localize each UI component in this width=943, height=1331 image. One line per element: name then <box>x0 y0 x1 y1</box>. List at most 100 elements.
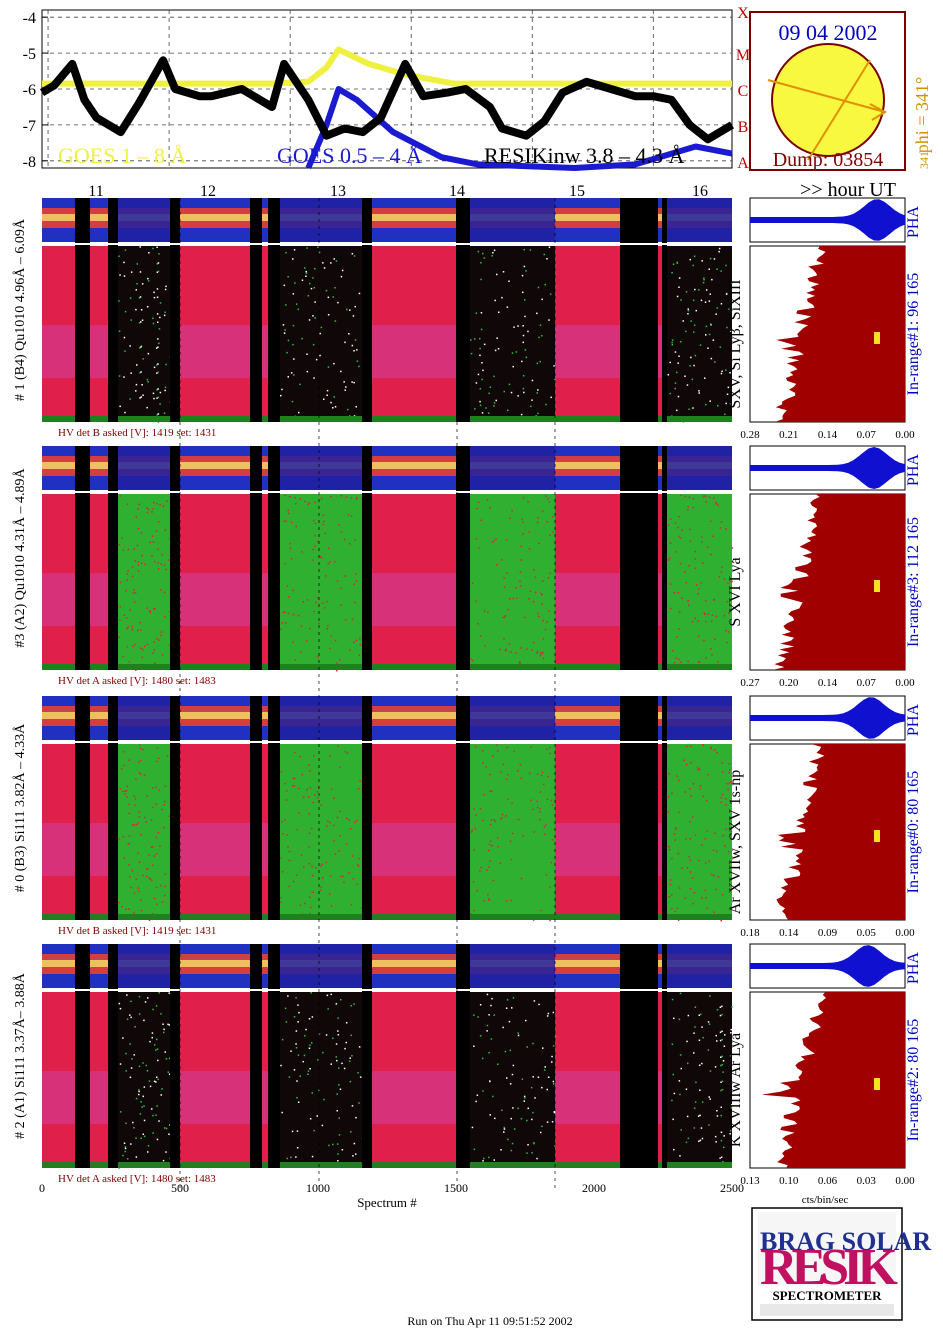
spectrogram-pixel <box>698 392 700 394</box>
spectrogram-pixel <box>127 548 130 551</box>
spectrogram-pixel <box>731 561 733 563</box>
spectrogram-pixel <box>533 1142 535 1145</box>
histogram-tick-label: 0.20 <box>779 677 799 689</box>
spectrogram-pixel <box>313 1129 315 1132</box>
data-gap <box>108 446 118 670</box>
spectrogram-pixel <box>539 811 541 813</box>
spectrogram-pixel <box>714 832 716 834</box>
spectrogram-pixel <box>139 372 141 374</box>
spectrogram-pixel <box>321 1124 324 1127</box>
spectrogram-pixel <box>165 1127 168 1130</box>
spectrogram-pixel <box>705 403 707 406</box>
spectrogram-pixel <box>327 625 329 627</box>
spectrogram-pixel <box>722 1060 725 1062</box>
spectrogram-pixel <box>551 839 554 841</box>
spectrogram-pixel <box>509 598 511 600</box>
pha-strip-quiet <box>118 944 170 988</box>
spectrogram-pixel <box>502 271 505 273</box>
spectrogram-pixel <box>512 365 514 368</box>
spectrogram-pixel <box>143 1019 145 1022</box>
spectrogram-pixel <box>141 648 144 651</box>
spectrogram-pixel <box>541 603 543 605</box>
data-gap <box>268 696 280 920</box>
spectrogram-pixel <box>344 389 346 391</box>
spectrogram-pixel <box>536 773 539 775</box>
spectrogram-pixel <box>340 495 343 497</box>
spectrogram-pixel <box>151 1108 153 1110</box>
spectrogram-pixel <box>347 408 349 411</box>
spectrogram-pixel <box>671 341 673 344</box>
spectrogram-pixel <box>678 286 680 288</box>
spectrogram-pixel <box>477 623 479 625</box>
spectrogram-pixel <box>473 849 475 851</box>
spectrogram-pixel <box>698 588 700 590</box>
spectrogram-pixel <box>151 555 153 557</box>
spectrogram-pixel <box>689 540 692 543</box>
spectrogram-pixel <box>137 561 140 563</box>
spectrogram-pixel <box>163 1031 165 1034</box>
spectrogram-pixel <box>351 855 354 857</box>
spectrogram-pixel <box>129 609 131 611</box>
spectrogram-pixel <box>313 754 315 757</box>
intensity-histogram <box>761 992 905 1168</box>
spectrogram-pixel <box>138 811 140 813</box>
spectrogram-pixel <box>688 604 690 606</box>
spectrogram-pixel <box>309 1118 312 1120</box>
spectrogram-pixel <box>723 1045 726 1047</box>
spectrogram-pixel <box>698 1064 701 1066</box>
spectrogram-pixel <box>131 628 134 631</box>
spectrogram-pixel <box>479 400 481 403</box>
spectrogram-pixel <box>688 565 690 567</box>
spectrogram-pixel <box>671 907 673 910</box>
spectrogram-pixel <box>307 1073 309 1075</box>
spectrogram-pixel <box>283 332 286 334</box>
spectrogram-pixel <box>692 497 695 500</box>
spectrogram-pixel <box>316 540 319 543</box>
spectrogram-pixel <box>527 330 529 333</box>
spectrogram-pixel <box>669 518 672 520</box>
sun-panel: 09 04 2002 Dump: 03854 <box>749 11 906 171</box>
data-gap <box>456 696 470 920</box>
spectrogram-pixel <box>335 260 338 262</box>
spectrogram-pixel <box>496 744 498 746</box>
spectrogram-pixel <box>358 1102 360 1104</box>
data-gap <box>75 696 90 920</box>
spectrogram-pixel <box>344 341 346 344</box>
spectrogram-pixel <box>350 1034 352 1037</box>
spectrogram-pixel <box>489 1114 491 1116</box>
spectrogram-pixel <box>699 785 702 787</box>
spectrogram-pixel <box>506 746 509 749</box>
spectrogram-pixel <box>327 366 330 368</box>
spectrogram-pixel <box>667 559 670 561</box>
spectrogram-pixel <box>515 351 518 353</box>
spectrogram-pixel <box>146 378 149 381</box>
spectrogram-pixel <box>714 361 716 363</box>
spectrogram-pixel <box>344 575 346 577</box>
spectrogram-pixel <box>503 390 505 393</box>
spectrogram-pixel <box>694 834 697 836</box>
spectrogram-pixel <box>140 629 142 631</box>
histogram-tick-label: 0.13 <box>740 1175 760 1187</box>
spectrogram-pixel <box>280 857 282 859</box>
spectrogram-pixel <box>287 276 289 278</box>
spectrogram-pixel <box>139 296 142 298</box>
spectrogram-region <box>470 992 555 1168</box>
spectrogram-pixel <box>317 656 319 658</box>
spectrogram-pixel <box>515 586 518 589</box>
histogram-tick-label: 0.03 <box>857 1175 877 1187</box>
spectrogram-pixel <box>158 757 160 760</box>
spectrogram-pixel <box>292 293 295 295</box>
spectrogram-pixel <box>491 790 493 792</box>
spectrogram-pixel <box>294 751 296 754</box>
spectrogram-pixel <box>500 1149 502 1151</box>
spectrogram-pixel <box>525 356 528 359</box>
spectrogram-pixel <box>479 347 481 350</box>
spectrogram-pixel <box>554 378 556 381</box>
spectrogram-pixel <box>130 1016 132 1019</box>
spectrogram-pixel <box>291 1130 294 1133</box>
spectrogram-pixel <box>708 333 711 336</box>
spectrogram-pixel <box>321 602 324 605</box>
spectrogram-pixel <box>132 645 134 647</box>
spectrogram-pixel <box>693 324 696 326</box>
